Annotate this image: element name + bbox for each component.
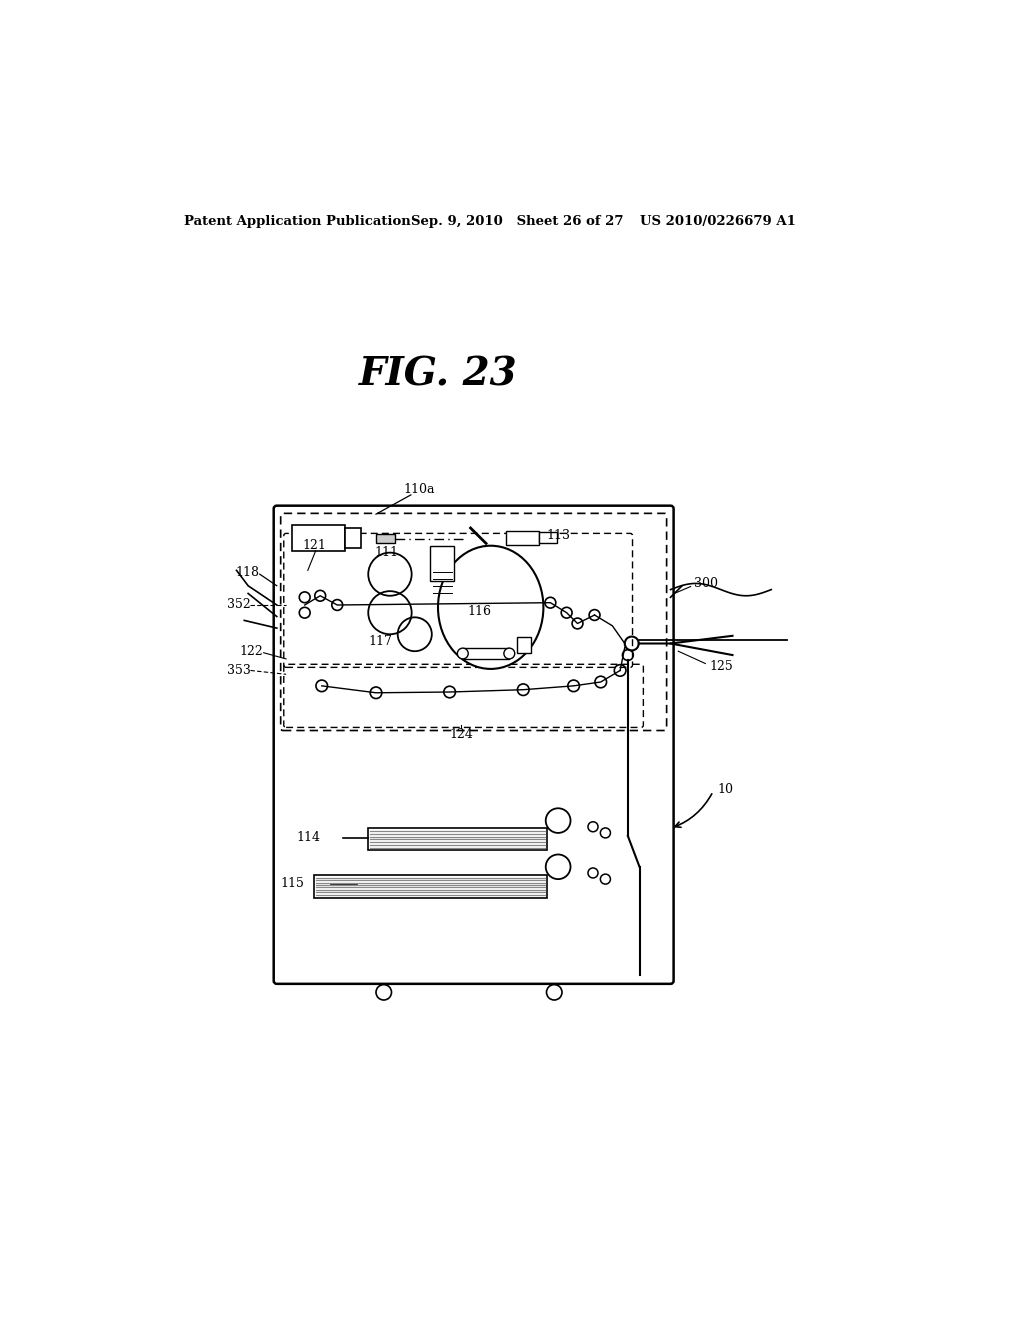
Text: 116: 116 [467, 605, 492, 618]
Text: US 2010/0226679 A1: US 2010/0226679 A1 [640, 215, 796, 228]
Text: 10: 10 [717, 783, 733, 796]
Bar [314, 874, 547, 898]
Text: 117: 117 [369, 635, 392, 648]
Text: 115: 115 [281, 878, 305, 890]
Text: 118: 118 [236, 566, 260, 579]
Text: FIG. 23: FIG. 23 [358, 355, 517, 393]
Text: 111: 111 [375, 546, 398, 560]
Bar [292, 525, 345, 552]
Ellipse shape [438, 545, 544, 669]
Bar [463, 648, 509, 659]
FancyBboxPatch shape [273, 506, 674, 983]
Text: 353: 353 [226, 664, 251, 677]
Text: 124: 124 [450, 727, 473, 741]
Text: Patent Application Publication: Patent Application Publication [183, 215, 411, 228]
Bar [345, 528, 360, 548]
Text: 300: 300 [693, 577, 718, 590]
Text: 122: 122 [240, 644, 263, 657]
Bar [430, 545, 454, 581]
Bar [539, 532, 557, 543]
Ellipse shape [458, 648, 468, 659]
Text: 110a: 110a [403, 483, 434, 496]
Bar [517, 638, 531, 653]
Text: 125: 125 [710, 660, 733, 673]
Bar [369, 829, 547, 850]
Text: 114: 114 [296, 832, 321, 843]
Bar [506, 531, 539, 545]
Text: 113: 113 [547, 529, 570, 543]
Text: 352: 352 [226, 598, 251, 611]
Ellipse shape [504, 648, 515, 659]
Bar [376, 535, 394, 543]
Text: Sep. 9, 2010   Sheet 26 of 27: Sep. 9, 2010 Sheet 26 of 27 [411, 215, 624, 228]
Text: 121: 121 [302, 539, 327, 552]
